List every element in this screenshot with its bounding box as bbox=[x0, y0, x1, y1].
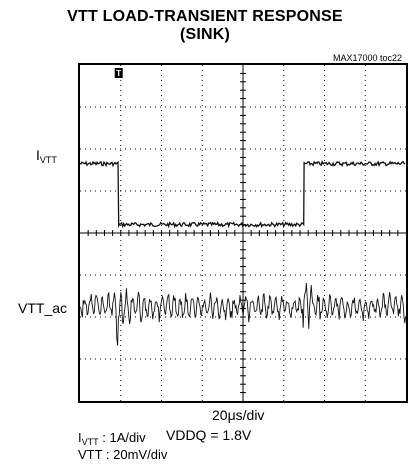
trigger-marker bbox=[114, 68, 123, 78]
ivtt-trace bbox=[80, 160, 406, 229]
trigger-marker-label: T bbox=[116, 69, 121, 78]
time-scale-label: 20μs/div bbox=[212, 407, 265, 423]
grid bbox=[80, 65, 406, 401]
chart-title-line2: (SINK) bbox=[179, 26, 231, 43]
vtt-ac-trace bbox=[80, 283, 406, 346]
trigger-marker-group: T bbox=[114, 68, 123, 78]
scope-plot: T bbox=[80, 65, 406, 401]
chart-title-line1: VTT LOAD-TRANSIENT RESPONSE bbox=[67, 8, 343, 25]
vtt-ac-channel-label: VTT_ac bbox=[18, 300, 68, 316]
vtt-scale-note: VTT : 20mV/div bbox=[78, 447, 168, 462]
ivtt-channel-label: IVTT bbox=[36, 147, 57, 165]
vddq-annotation: VDDQ = 1.8V bbox=[166, 427, 252, 443]
traces bbox=[80, 160, 406, 346]
ivtt-scale-note: IVTT : 1A/div bbox=[78, 430, 146, 447]
figure-id: MAX17000 toc22 bbox=[332, 53, 402, 63]
scope-screen: T VDDQ = 1.8V bbox=[78, 63, 408, 443]
